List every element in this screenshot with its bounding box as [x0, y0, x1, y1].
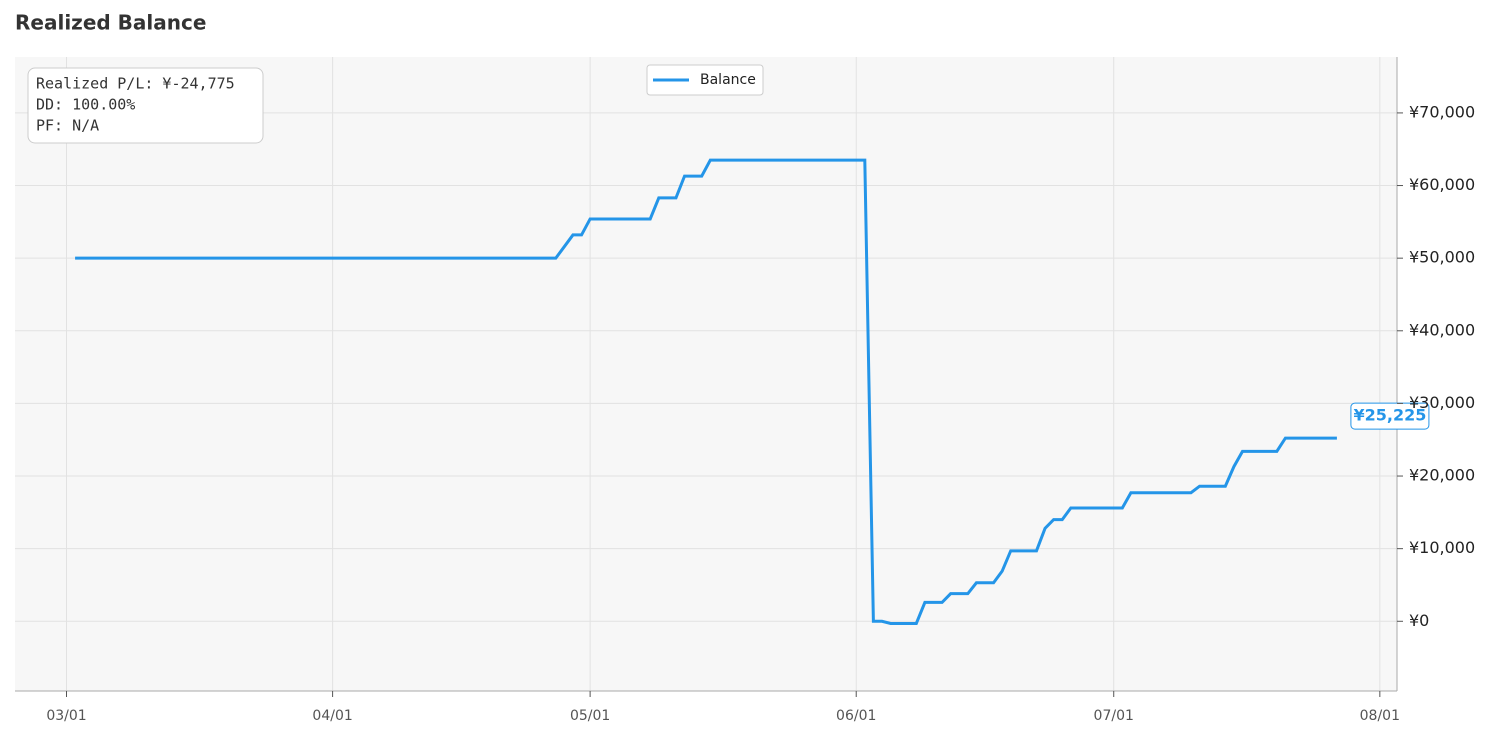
legend [646, 64, 764, 96]
x-tick-label: 05/01 [570, 708, 610, 724]
annotation: PF: N/A [36, 117, 99, 135]
plot-area [15, 57, 1397, 691]
balance-line [75, 158, 1337, 625]
x-tick-label: 06/01 [836, 708, 876, 724]
y-tick-label: ¥50,000 [1409, 248, 1475, 267]
x-tick-label: 03/01 [46, 708, 86, 724]
value-label-box [1350, 402, 1430, 430]
info-box [27, 67, 264, 144]
value-label: ¥25,225 [1353, 406, 1426, 425]
x-tick-label: 07/01 [1094, 708, 1134, 724]
x-tick-label: 08/01 [1360, 708, 1400, 724]
y-tick-label: ¥0 [1409, 611, 1429, 630]
y-tick-label: ¥70,000 [1409, 102, 1475, 121]
annotation: DD: 100.00% [36, 96, 135, 114]
y-tick-label: ¥60,000 [1409, 175, 1475, 194]
annotation: Realized P/L: ¥-24,775 [36, 75, 235, 93]
y-tick-label: ¥10,000 [1409, 538, 1475, 557]
y-tick-label: ¥30,000 [1409, 393, 1475, 412]
y-tick-label: ¥40,000 [1409, 320, 1475, 339]
chart-title: Realized Balance [15, 11, 206, 35]
y-tick-label: ¥20,000 [1409, 466, 1475, 485]
legend-label: Balance [700, 72, 756, 88]
x-tick-label: 04/01 [312, 708, 352, 724]
